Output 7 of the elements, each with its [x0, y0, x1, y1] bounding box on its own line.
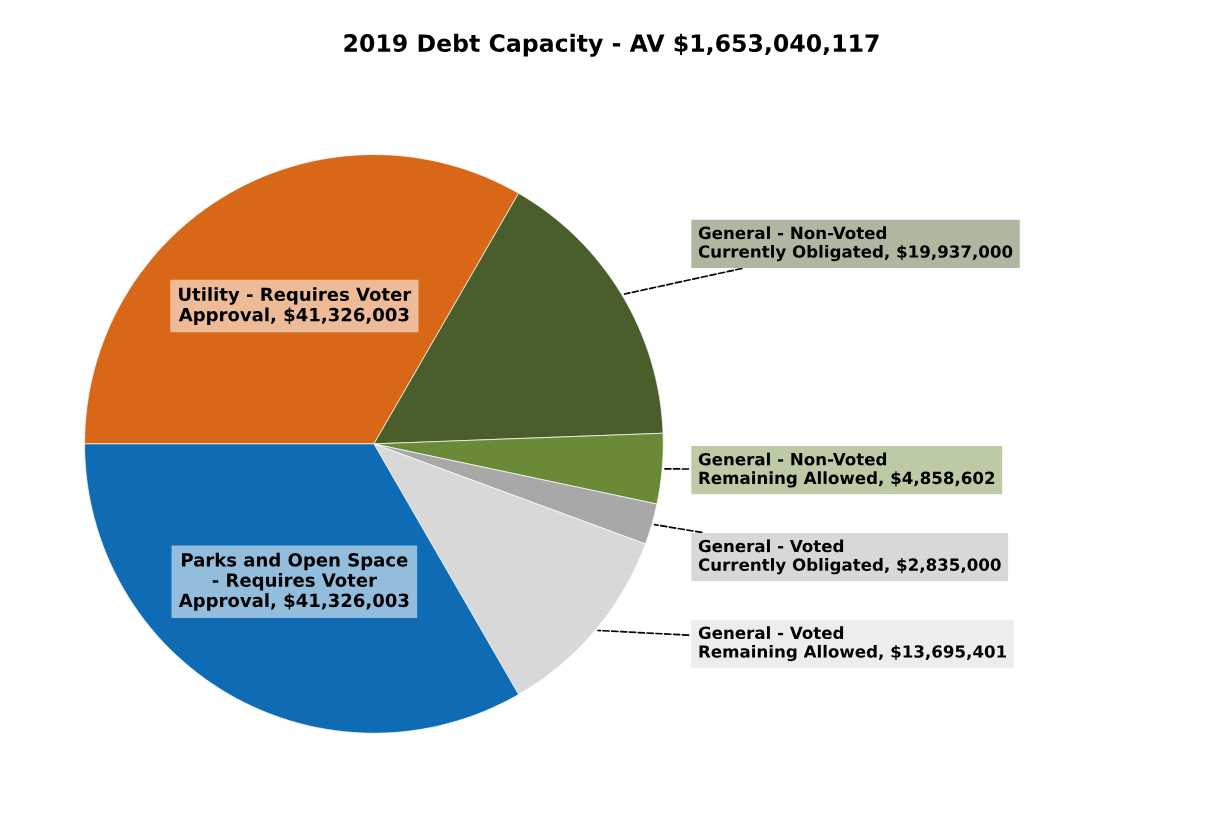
slice-label: General - Non-Voted Currently Obligated, $19,937,000: [698, 226, 1013, 262]
slice-label: General - Voted Remaining Allowed, $13,695,401: [698, 626, 1007, 662]
slice-label: General - Voted Currently Obligated, $2,835,000: [698, 539, 1001, 575]
slice-label: Parks and Open Space - Requires Voter Approval, $41,326,003: [178, 552, 409, 611]
slice-label: Utility - Requires Voter Approval, $41,326,003: [178, 287, 412, 325]
chart-title: 2019 Debt Capacity - AV $1,653,040,117: [344, 33, 879, 57]
slice-label: General - Non-Voted Remaining Allowed, $4,858,602: [698, 452, 995, 488]
